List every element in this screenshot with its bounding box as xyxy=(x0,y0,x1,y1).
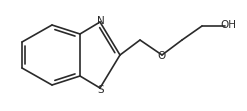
Text: OH: OH xyxy=(220,20,236,30)
Text: O: O xyxy=(158,51,166,61)
Text: S: S xyxy=(98,85,104,95)
Text: N: N xyxy=(97,16,105,26)
